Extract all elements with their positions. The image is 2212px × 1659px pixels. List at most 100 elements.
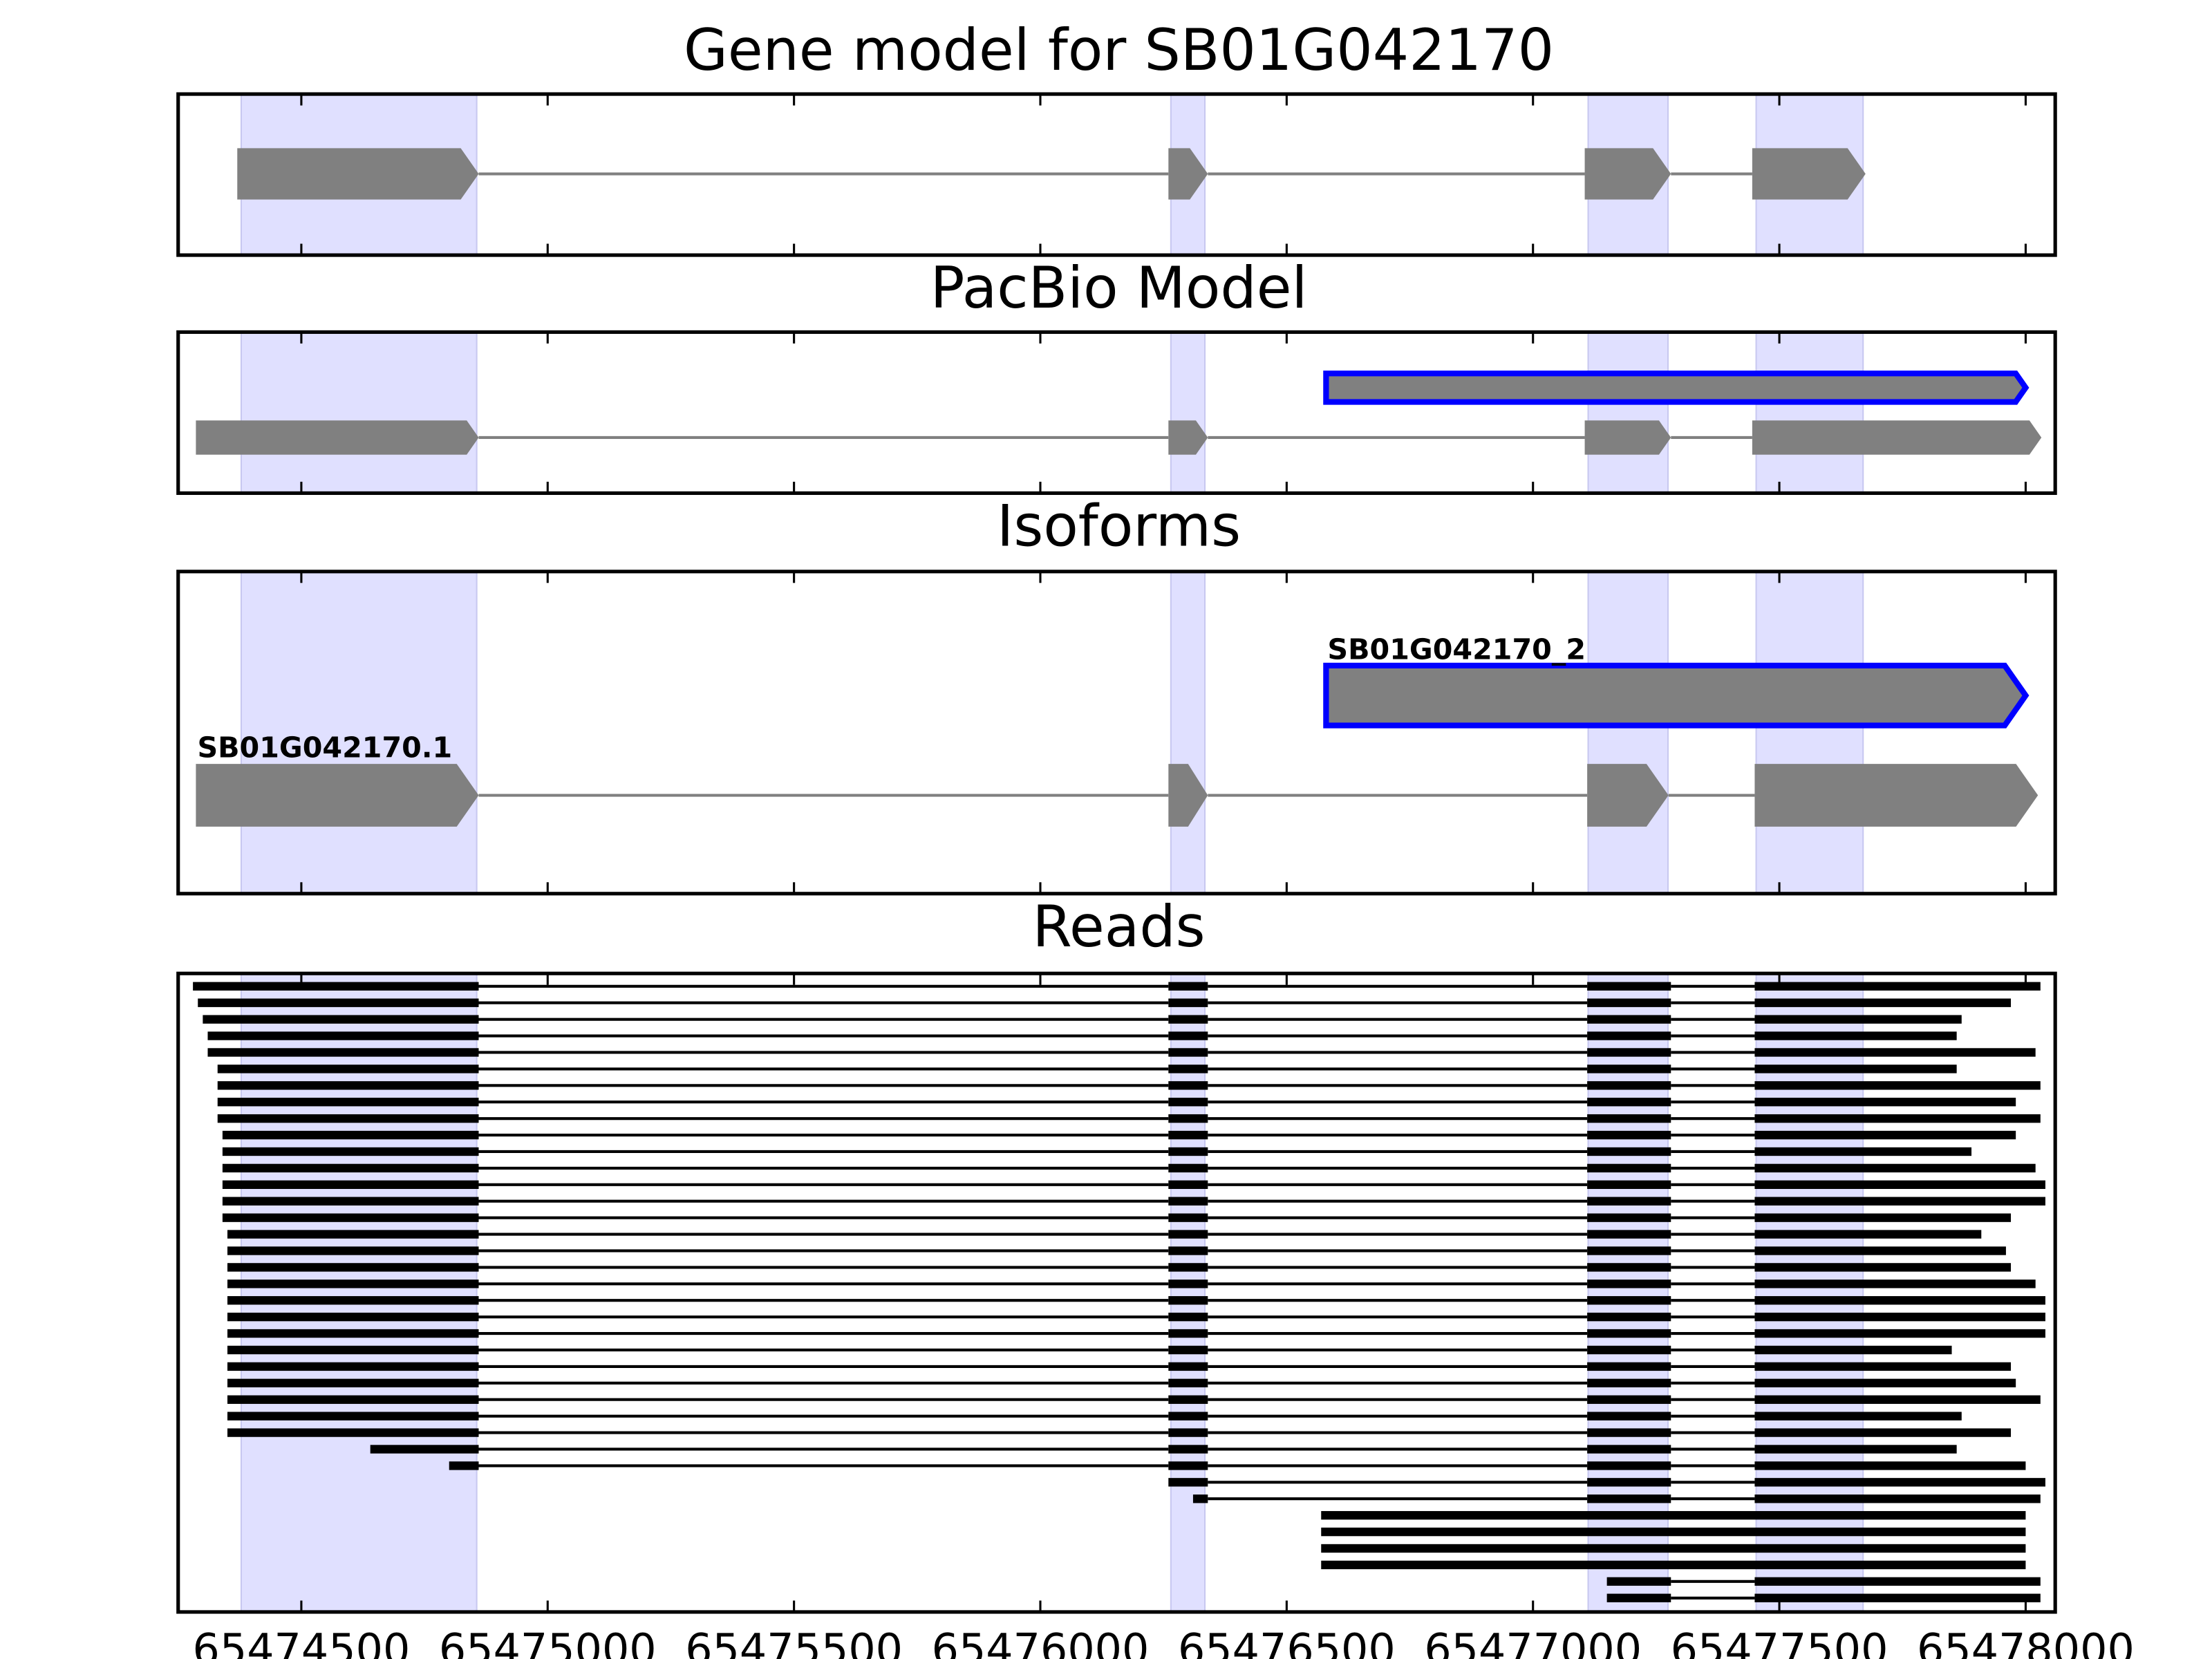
- read-block: [222, 1130, 479, 1140]
- read-block: [1321, 1527, 2026, 1537]
- read-block: [227, 1395, 479, 1404]
- read: [1168, 1478, 2045, 1487]
- read-block: [227, 1280, 479, 1288]
- read-block: [1587, 1197, 1671, 1206]
- read: [227, 1263, 2012, 1272]
- read-block: [1168, 1246, 1208, 1255]
- read-block: [1168, 1048, 1208, 1057]
- read-block: [1587, 1329, 1671, 1338]
- read-block: [1168, 1296, 1208, 1305]
- read-block: [1754, 1296, 2045, 1305]
- read-block: [1587, 1147, 1671, 1156]
- exon: [1587, 764, 1669, 827]
- transcript: [237, 148, 1866, 200]
- read-block: [222, 1163, 479, 1173]
- panel-title: Isoforms: [997, 493, 1241, 559]
- read: [227, 1428, 2012, 1437]
- exon-highlight: [1755, 570, 1864, 894]
- panel-title: Gene model for SB01G042170: [684, 17, 1554, 84]
- read-block: [1754, 1246, 2006, 1255]
- read-block: [1754, 1230, 1982, 1239]
- read-block: [1754, 1098, 2016, 1107]
- read: [227, 1280, 2036, 1288]
- read: [222, 1180, 2045, 1189]
- read-block: [1168, 1031, 1208, 1040]
- read-block: [449, 1461, 479, 1470]
- read-block: [1754, 1213, 2012, 1222]
- read-block: [217, 1081, 479, 1090]
- exon: [1754, 764, 2038, 827]
- read-block: [1168, 1230, 1208, 1239]
- read-block: [1754, 1312, 2045, 1322]
- read-block: [1168, 1213, 1208, 1222]
- read: [227, 1246, 2006, 1255]
- read-block: [222, 1197, 479, 1206]
- read: [227, 1378, 2016, 1388]
- read-block: [1587, 1378, 1671, 1388]
- read-block: [1168, 998, 1208, 1007]
- read-block: [222, 1180, 479, 1189]
- read-block: [1587, 1114, 1671, 1123]
- read: [207, 1048, 2036, 1057]
- read: [222, 1130, 2016, 1140]
- read-block: [1168, 1065, 1208, 1074]
- read: [1321, 1527, 2026, 1537]
- read-block: [1754, 1362, 2012, 1371]
- transcript: [196, 420, 2042, 455]
- exon-highlight: [1170, 973, 1206, 1613]
- read-block: [1587, 1180, 1671, 1189]
- exon-highlight: [240, 973, 478, 1613]
- read-block: [1587, 1345, 1671, 1355]
- read-block: [1168, 1130, 1208, 1140]
- read-block: [1168, 1395, 1208, 1404]
- read-block: [1754, 1048, 2036, 1057]
- read-block: [1168, 1461, 1208, 1470]
- transcript: [196, 764, 2038, 827]
- panel-frame: [176, 92, 2057, 257]
- exon: [1752, 420, 2042, 455]
- read-block: [1168, 1263, 1208, 1272]
- read-block: [1754, 1478, 2045, 1487]
- read-block: [227, 1428, 479, 1437]
- read-block: [1168, 1345, 1208, 1355]
- read-block: [1754, 998, 2012, 1007]
- exon-highlight: [1170, 570, 1206, 894]
- exon-highlight: [1755, 331, 1864, 494]
- read: [193, 982, 2041, 991]
- read-block: [1587, 1098, 1671, 1107]
- read-block: [1587, 1065, 1671, 1074]
- read-block: [217, 1114, 479, 1123]
- read-block: [1754, 1461, 2026, 1470]
- read-block: [1587, 1395, 1671, 1404]
- read-block: [1754, 1031, 1957, 1040]
- read-block: [1754, 1130, 2016, 1140]
- read-block: [1754, 1395, 2041, 1404]
- read-block: [1168, 1445, 1208, 1454]
- read-block: [227, 1412, 479, 1421]
- exon-highlight: [1755, 973, 1864, 1613]
- x-tick-label: 65476000: [932, 1624, 1150, 1659]
- read: [198, 998, 2012, 1007]
- read-block: [1168, 1114, 1208, 1123]
- read-block: [1587, 1130, 1671, 1140]
- read-block: [1587, 1263, 1671, 1272]
- read: [217, 1081, 2041, 1090]
- read-block: [370, 1445, 479, 1454]
- read: [1321, 1544, 2026, 1553]
- transcript-label: SB01G042170_2: [1327, 632, 1586, 666]
- read-block: [1321, 1510, 2026, 1520]
- exon: [196, 764, 479, 827]
- read-block: [1587, 998, 1671, 1007]
- read-block: [1168, 1478, 1208, 1487]
- read-block: [1754, 1428, 2012, 1437]
- read: [227, 1230, 1982, 1239]
- transcript: [1323, 371, 2030, 405]
- read-block: [1168, 1015, 1208, 1024]
- read: [227, 1395, 2041, 1404]
- read-block: [1754, 1180, 2045, 1189]
- read: [203, 1015, 1962, 1024]
- read-block: [1754, 1263, 2012, 1272]
- panel-frame: [176, 330, 2057, 495]
- read-block: [1587, 982, 1671, 991]
- read-block: [1754, 1577, 2041, 1586]
